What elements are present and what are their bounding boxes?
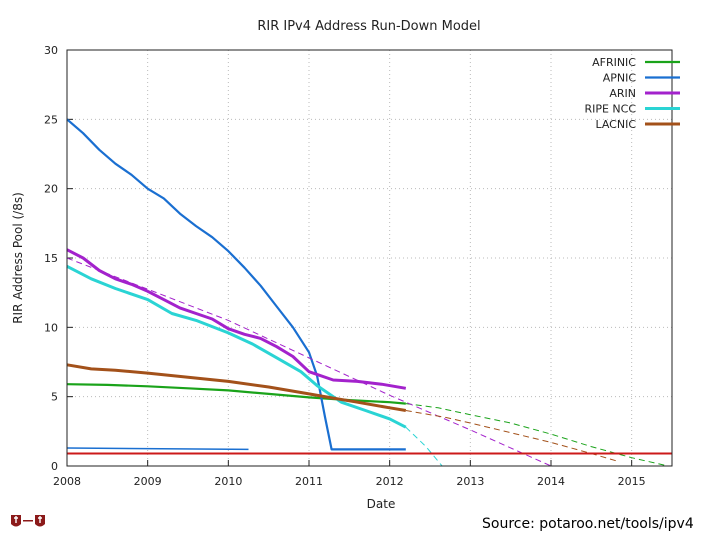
x-tick-label: 2011: [295, 475, 323, 488]
legend-label: RIPE NCC: [584, 103, 636, 116]
apnic-line: [66, 118, 406, 451]
x-tick-label: 2009: [134, 475, 162, 488]
plot-frame: [66, 49, 673, 467]
series-lines: [66, 118, 672, 467]
y-tick-label: 10: [44, 321, 58, 334]
y-tick-label: 30: [44, 44, 58, 57]
legend-label: LACNIC: [595, 118, 636, 131]
afrinic-line: [66, 383, 406, 405]
legend-label: ARIN: [609, 87, 636, 100]
y-axis-title: RIR Address Pool (/8s): [11, 192, 25, 324]
ripe-ncc-projection-line: [405, 426, 443, 467]
x-tick-label: 2014: [537, 475, 565, 488]
x-tick-label: 2015: [618, 475, 646, 488]
arin-line: [66, 248, 407, 390]
x-tick-label: 2010: [214, 475, 242, 488]
y-tick-label: 20: [44, 183, 58, 196]
legend-label: APNIC: [603, 72, 637, 85]
ripe-ncc-line: [66, 264, 407, 429]
institution-shield-logo: [11, 515, 45, 527]
y-tick-label: 5: [51, 391, 58, 404]
legend-label: AFRINIC: [592, 56, 636, 69]
y-tick-label: 15: [44, 252, 58, 265]
chart-title: RIR IPv4 Address Run-Down Model: [257, 19, 480, 34]
x-tick-label: 2012: [376, 475, 404, 488]
y-tick-label: 25: [44, 113, 58, 126]
axis-ticks: 2008 2009 2010 2011 2012 2013 2014 2015 0 5 10 15 20…: [44, 44, 646, 488]
x-tick-label: 2008: [53, 475, 81, 488]
x-tick-label: 2013: [456, 475, 484, 488]
lacnic-line: [66, 363, 407, 412]
arin-projection-line: [66, 257, 552, 467]
legend: AFRINIC APNIC ARIN RIPE NCC LACNIC: [584, 56, 680, 131]
series-5-line: [66, 447, 249, 451]
chart-grid: [67, 50, 672, 466]
source-note: Source: potaroo.net/tools/ipv4: [482, 516, 694, 532]
y-tick-label: 0: [51, 460, 58, 473]
afrinic-projection-line: [405, 403, 669, 467]
x-axis-title: Date: [367, 497, 396, 511]
